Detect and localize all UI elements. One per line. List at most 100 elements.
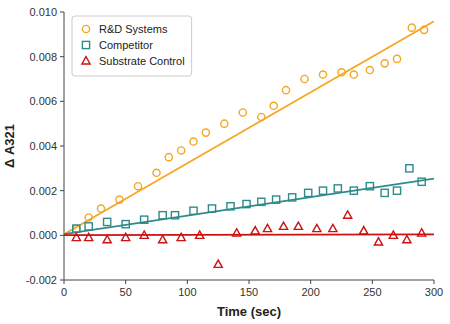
legend-label: Competitor: [99, 39, 153, 51]
x-tick: [64, 280, 65, 284]
legend-marker: [82, 57, 90, 64]
point: [85, 233, 93, 240]
point: [270, 102, 277, 109]
point: [393, 187, 400, 194]
y-tick-label: 0.006: [29, 95, 57, 107]
x-tick: [434, 280, 435, 284]
point: [289, 194, 296, 201]
point: [73, 225, 80, 232]
legend-label: Substrate Control: [99, 55, 185, 67]
point: [258, 198, 265, 205]
point: [418, 229, 426, 236]
point: [279, 222, 287, 229]
point: [153, 169, 160, 176]
point: [263, 224, 271, 231]
y-tick-label: 0.002: [29, 185, 57, 197]
y-axis-title: Δ A321: [2, 124, 17, 168]
point: [406, 165, 413, 172]
point: [374, 238, 382, 245]
legend-label: R&D Systems: [99, 23, 168, 35]
point: [103, 235, 111, 242]
point: [251, 227, 259, 234]
x-tick-label: 300: [425, 286, 443, 298]
x-tick-label: 150: [240, 286, 258, 298]
point: [178, 147, 185, 154]
point: [134, 183, 141, 190]
y-tick: [60, 56, 64, 57]
point: [214, 260, 222, 267]
y-tick-label: 0.000: [29, 229, 57, 241]
x-tick: [249, 280, 250, 284]
point: [196, 231, 204, 238]
point: [85, 223, 92, 230]
point: [319, 71, 326, 78]
point: [294, 222, 302, 229]
point: [165, 154, 172, 161]
x-tick: [125, 280, 126, 284]
y-tick: [60, 12, 64, 13]
point: [366, 183, 373, 190]
y-tick: [60, 235, 64, 236]
y-tick: [60, 190, 64, 191]
x-axis-title: Time (sec): [217, 304, 281, 319]
point: [258, 113, 265, 120]
point: [190, 207, 197, 214]
y-tick-label: 0.010: [29, 6, 57, 18]
point: [72, 233, 80, 240]
y-tick-label: 0.008: [29, 51, 57, 63]
point: [140, 231, 148, 238]
point: [159, 212, 166, 219]
point: [273, 196, 280, 203]
legend: R&D Systems Competitor Substrate Control: [72, 16, 192, 76]
axes: 050100150200250300-0.0020.0000.0020.0040…: [26, 6, 443, 298]
background: [0, 0, 450, 324]
point: [233, 229, 241, 236]
point: [282, 87, 289, 94]
y-tick-label: 0.004: [29, 140, 57, 152]
point: [329, 224, 337, 231]
x-tick: [187, 280, 188, 284]
point: [408, 24, 415, 31]
point: [239, 109, 246, 116]
point: [305, 189, 312, 196]
point: [381, 60, 388, 67]
point: [97, 205, 104, 212]
point: [403, 235, 411, 242]
x-tick: [372, 280, 373, 284]
point: [421, 26, 428, 33]
x-tick-label: 100: [178, 286, 196, 298]
point: [350, 71, 357, 78]
point: [418, 178, 425, 185]
x-tick: [310, 280, 311, 284]
point: [177, 233, 185, 240]
x-tick-label: 200: [301, 286, 319, 298]
point: [122, 221, 129, 228]
point: [313, 224, 321, 231]
point: [171, 212, 178, 219]
x-tick-label: 0: [61, 286, 67, 298]
plot-area: [64, 21, 434, 267]
point: [360, 227, 368, 234]
point: [85, 214, 92, 221]
point: [389, 231, 397, 238]
point: [208, 205, 215, 212]
point: [350, 187, 357, 194]
point: [393, 55, 400, 62]
y-tick: [60, 101, 64, 102]
point: [319, 187, 326, 194]
point: [338, 69, 345, 76]
fit-line: [64, 179, 434, 235]
point: [301, 75, 308, 82]
point: [334, 185, 341, 192]
chart: 050100150200250300-0.0020.0000.0020.0040…: [0, 0, 450, 324]
legend-marker: [82, 25, 89, 32]
legend-marker: [82, 41, 89, 48]
points: [72, 24, 428, 267]
point: [104, 218, 111, 225]
point: [122, 233, 130, 240]
point: [366, 66, 373, 73]
x-tick-label: 250: [363, 286, 381, 298]
point: [344, 211, 352, 218]
point: [159, 235, 167, 242]
point: [141, 216, 148, 223]
